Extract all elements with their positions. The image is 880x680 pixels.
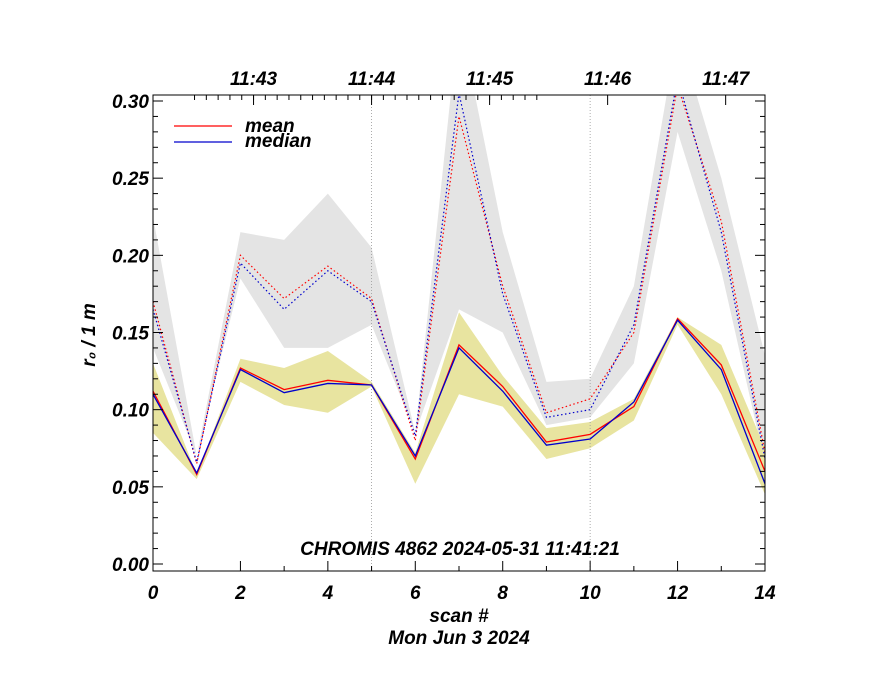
x-tick-label: 6 (410, 583, 421, 604)
x-tick-label: 2 (234, 583, 246, 604)
lower-band (153, 312, 765, 495)
date-label: Mon Jun 3 2024 (388, 628, 530, 649)
x-tick-label: 8 (497, 583, 508, 604)
y-tick-labels: 0.00 0.05 0.10 0.15 0.20 0.25 0.30 (112, 92, 149, 576)
y-tick-label: 0.20 (112, 246, 149, 267)
y-tick-label: 0.15 (112, 324, 149, 345)
top-time-label: 11:44 (348, 69, 396, 90)
time-markers (371, 95, 591, 571)
x-tick-label: 12 (667, 583, 689, 604)
x-tick-label: 14 (754, 583, 776, 604)
series-line-mean-high (153, 95, 765, 464)
dataset-annotation: CHROMIS 4862 2024-05-31 11:41:21 (300, 539, 620, 560)
legend: mean median (174, 116, 312, 152)
y-axis-title: r₀ / 1 m (79, 303, 100, 367)
axis-ticks (152, 95, 766, 571)
y-tick-label: 0.00 (112, 555, 149, 576)
series-lines (153, 95, 765, 484)
y-tick-label: 0.25 (112, 169, 149, 190)
y-tick-label: 0.10 (112, 401, 149, 422)
x-tick-label: 10 (580, 583, 602, 604)
legend-label-mean: mean (245, 116, 295, 137)
top-time-label: 11:45 (466, 69, 514, 90)
top-time-label: 11:47 (702, 69, 751, 90)
x-tick-label: 0 (148, 583, 159, 604)
top-time-label: 11:43 (230, 69, 278, 90)
x-axis-title: scan # (429, 606, 489, 627)
top-time-label: 11:46 (584, 69, 632, 90)
series-line-median (153, 319, 765, 484)
y-tick-label: 0.05 (112, 478, 149, 499)
series-line-median-high (153, 95, 765, 463)
x-tick-label: 4 (322, 583, 334, 604)
upper-band (153, 95, 765, 464)
y-tick-label: 0.30 (112, 92, 149, 113)
top-time-labels: 11:43 11:44 11:45 11:46 11:47 (230, 69, 751, 90)
x-tick-labels: 0 2 4 6 8 10 12 14 (148, 583, 776, 604)
legend-label-median: median (245, 131, 312, 152)
